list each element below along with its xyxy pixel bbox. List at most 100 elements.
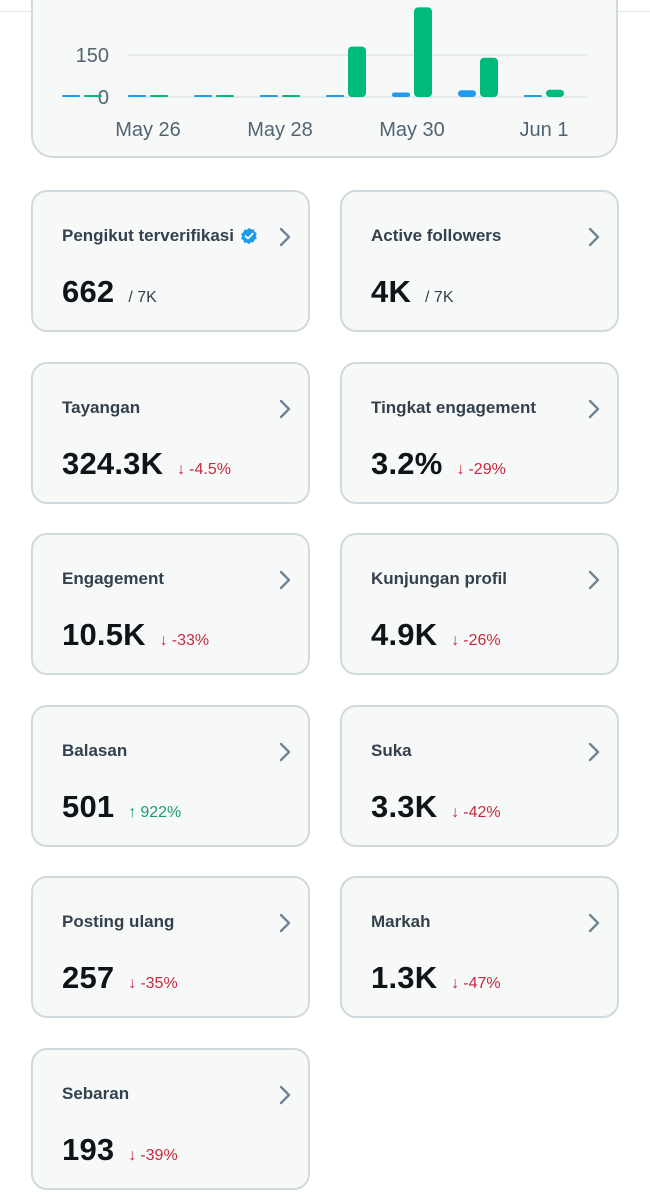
bar-may-25-series-2[interactable] xyxy=(84,95,102,97)
metric-value: 257 xyxy=(62,960,115,996)
metric-label-text: Kunjungan profil xyxy=(371,569,507,589)
x-tick-jun-1: Jun 1 xyxy=(520,119,569,141)
bars-group xyxy=(62,7,564,97)
bar-may-27-series-1[interactable] xyxy=(194,95,212,97)
chevron-right-icon xyxy=(279,227,291,247)
metric-card-tingkat-engagement[interactable]: Tingkat engagement 3.2% ↓ -29% xyxy=(340,361,619,504)
metric-card-pengikut-terverifikasi[interactable]: Pengikut terverifikasi 662 / 7K xyxy=(31,190,310,332)
metric-card-tayangan[interactable]: Tayangan 324.3K ↓ -4.5% xyxy=(31,361,310,504)
metric-value: 662 xyxy=(62,274,115,309)
bar-may-25-series-1[interactable] xyxy=(62,95,80,97)
verified-badge-icon xyxy=(241,227,257,245)
chevron-right-icon xyxy=(279,914,291,933)
bar-may-30-series-2[interactable] xyxy=(414,7,432,97)
metric-change-value: -39% xyxy=(140,1147,178,1164)
metric-value: 1.3K xyxy=(371,960,438,996)
metric-label: Tingkat engagement xyxy=(371,398,536,418)
metric-label: Tayangan xyxy=(62,398,140,418)
chevron-right-icon xyxy=(588,570,600,590)
bar-may-29-series-1[interactable] xyxy=(326,95,344,97)
bar-may-26-series-2[interactable] xyxy=(150,95,168,97)
chevron-right-icon xyxy=(588,227,600,247)
metric-change: ↓ -42% xyxy=(451,804,500,822)
chevron-right-icon xyxy=(588,742,600,761)
metric-change-value: -33% xyxy=(171,632,210,650)
metric-label-text: Sebaran xyxy=(62,1084,130,1103)
metric-label-text: Engagement xyxy=(62,569,165,589)
chevron-right-icon xyxy=(279,1085,291,1105)
bar-may-29-series-2[interactable] xyxy=(348,46,366,97)
x-tick-may-30: May 30 xyxy=(379,119,445,141)
metric-value: 4K xyxy=(371,274,412,309)
bar-may-26-series-1[interactable] xyxy=(128,95,146,97)
chart-card[interactable]: 150 0 May 26 May 28 May 30 Jun 1 xyxy=(31,0,618,158)
chevron-right-icon xyxy=(279,399,291,418)
metric-card-sebaran[interactable]: Sebaran 193 ↓ -39% xyxy=(31,1048,310,1190)
metric-change-value: -35% xyxy=(140,975,178,993)
arrow-down-icon: ↓ xyxy=(128,1147,137,1164)
metric-value: 501 xyxy=(62,788,115,824)
metric-label: Sebaran xyxy=(62,1084,129,1104)
metric-label: Suka xyxy=(371,741,412,761)
metric-label-text: Tingkat engagement xyxy=(371,397,536,417)
bar-may-28-series-1[interactable] xyxy=(260,95,278,97)
arrow-down-icon: ↓ xyxy=(177,460,186,478)
metric-change: ↑ 922% xyxy=(128,804,181,822)
metric-value: 3.2% xyxy=(371,445,443,481)
bar-jun-1-series-2[interactable] xyxy=(546,89,564,97)
y-tick-150: 150 xyxy=(76,45,109,67)
chevron-right-icon xyxy=(588,399,600,418)
metric-card-markah[interactable]: Markah 1.3K ↓ -47% xyxy=(340,876,619,1019)
arrow-down-icon: ↓ xyxy=(451,803,460,821)
metric-change-value: -42% xyxy=(463,803,501,821)
metric-value: 193 xyxy=(62,1132,115,1167)
metric-change: ↓ -29% xyxy=(456,461,505,479)
metric-change: ↓ -47% xyxy=(451,975,500,993)
bar-may-30-series-1[interactable] xyxy=(392,92,410,97)
metric-card-engagement[interactable]: Engagement 10.5K ↓ -33% xyxy=(31,533,310,676)
bar-may-31-series-1[interactable] xyxy=(458,90,476,97)
metric-total: / 7K xyxy=(128,289,157,306)
metric-change-value: -47% xyxy=(463,975,501,993)
bar-jun-1-series-1[interactable] xyxy=(524,95,542,97)
metric-card-balasan[interactable]: Balasan 501 ↑ 922% xyxy=(31,704,310,847)
bar-may-27-series-2[interactable] xyxy=(216,95,234,97)
metric-label-text: Active followers xyxy=(371,226,502,245)
metric-card-active-followers[interactable]: Active followers 4K / 7K xyxy=(340,190,619,332)
metric-change: ↓ -39% xyxy=(128,1147,177,1165)
metric-change: ↓ -4.5% xyxy=(177,461,231,479)
metric-label-text: Markah xyxy=(371,912,431,932)
metric-label-text: Balasan xyxy=(62,740,128,760)
metric-value: 10.5K xyxy=(62,617,146,653)
metric-change-value: -26% xyxy=(463,632,501,650)
metric-label: Balasan xyxy=(62,741,127,761)
metric-value: 3.3K xyxy=(371,788,438,824)
metric-card-suka[interactable]: Suka 3.3K ↓ -42% xyxy=(340,704,619,847)
metric-label: Engagement xyxy=(62,569,164,589)
x-tick-may-26: May 26 xyxy=(115,119,181,141)
metric-card-posting-ulang[interactable]: Posting ulang 257 ↓ -35% xyxy=(31,876,310,1019)
bar-may-28-series-2[interactable] xyxy=(282,95,300,97)
metric-label: Pengikut terverifikasi xyxy=(62,226,258,246)
metric-change: ↓ -35% xyxy=(128,975,177,993)
metric-label: Kunjungan profil xyxy=(371,569,507,589)
chevron-right-icon xyxy=(588,914,600,933)
y-tick-0: 0 xyxy=(98,87,109,109)
metric-value: 4.9K xyxy=(371,617,438,653)
metric-label-text: Posting ulang xyxy=(62,912,175,932)
metric-card-kunjungan-profil[interactable]: Kunjungan profil 4.9K ↓ -26% xyxy=(340,533,619,676)
metric-change: ↓ -26% xyxy=(451,632,500,650)
arrow-down-icon: ↓ xyxy=(451,632,460,650)
metric-label: Markah xyxy=(371,912,431,932)
metric-change-value: -4.5% xyxy=(189,460,231,478)
metric-label: Posting ulang xyxy=(62,912,174,932)
metric-label-text: Pengikut terverifikasi xyxy=(62,226,234,245)
arrow-down-icon: ↓ xyxy=(128,975,137,993)
metric-value: 324.3K xyxy=(62,445,164,481)
metric-change: ↓ -33% xyxy=(160,632,209,650)
x-tick-may-28: May 28 xyxy=(247,119,313,141)
metric-label: Active followers xyxy=(371,226,501,246)
bar-may-31-series-2[interactable] xyxy=(480,57,498,97)
metric-total: / 7K xyxy=(425,289,454,306)
chevron-right-icon xyxy=(279,570,291,590)
